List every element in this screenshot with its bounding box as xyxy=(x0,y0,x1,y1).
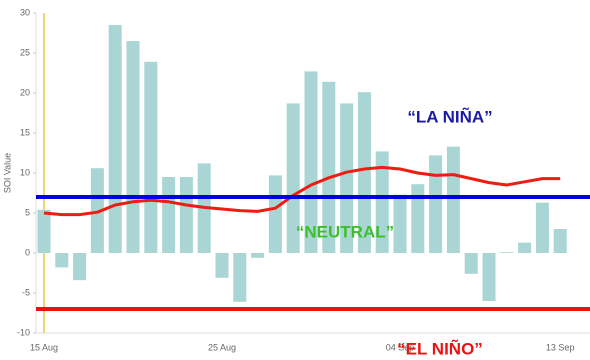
bar xyxy=(251,253,265,258)
y-tick-label: 10 xyxy=(20,167,30,177)
average-line xyxy=(43,165,561,217)
bar xyxy=(446,146,460,253)
bar xyxy=(162,177,176,253)
annotation: “LA NIÑA” xyxy=(407,106,492,126)
bar xyxy=(233,253,247,302)
x-tick-label: 25 Aug xyxy=(208,342,236,352)
bar xyxy=(518,242,532,253)
bar xyxy=(126,41,140,253)
annotation: “NEUTRAL” xyxy=(296,222,394,241)
bar xyxy=(340,103,354,254)
bar xyxy=(286,103,300,254)
bar xyxy=(429,155,443,253)
bar xyxy=(464,253,478,274)
bar xyxy=(179,177,193,253)
x-tick-label: 04 Sep xyxy=(386,342,415,352)
bar xyxy=(535,202,549,253)
bar xyxy=(37,209,51,253)
bar xyxy=(393,194,407,253)
bar xyxy=(375,151,389,253)
bar xyxy=(304,71,318,254)
bar xyxy=(73,253,87,281)
bar xyxy=(55,253,69,268)
bar xyxy=(482,253,496,301)
annotation: “EL NIÑO” xyxy=(397,338,483,358)
y-tick-label: 15 xyxy=(20,127,30,137)
y-tick-label: 20 xyxy=(20,87,30,97)
y-tick-label: -10 xyxy=(17,327,30,337)
y-tick-label: -5 xyxy=(22,287,30,297)
y-tick-label: 30 xyxy=(20,7,30,17)
y-axis-label: SOI Value xyxy=(2,153,12,193)
x-tick-label: 15 Aug xyxy=(30,342,58,352)
y-tick-label: 5 xyxy=(25,207,30,217)
bar xyxy=(215,253,229,278)
bar xyxy=(322,81,336,253)
y-tick-label: 25 xyxy=(20,47,30,57)
bar xyxy=(500,252,514,253)
bar xyxy=(553,229,567,253)
y-tick-label: 0 xyxy=(25,247,30,257)
bar xyxy=(357,92,371,253)
bar xyxy=(411,184,425,253)
bar xyxy=(108,25,122,253)
x-tick-label: 13 Sep xyxy=(546,342,575,352)
bar xyxy=(144,61,158,253)
bar xyxy=(268,175,282,253)
